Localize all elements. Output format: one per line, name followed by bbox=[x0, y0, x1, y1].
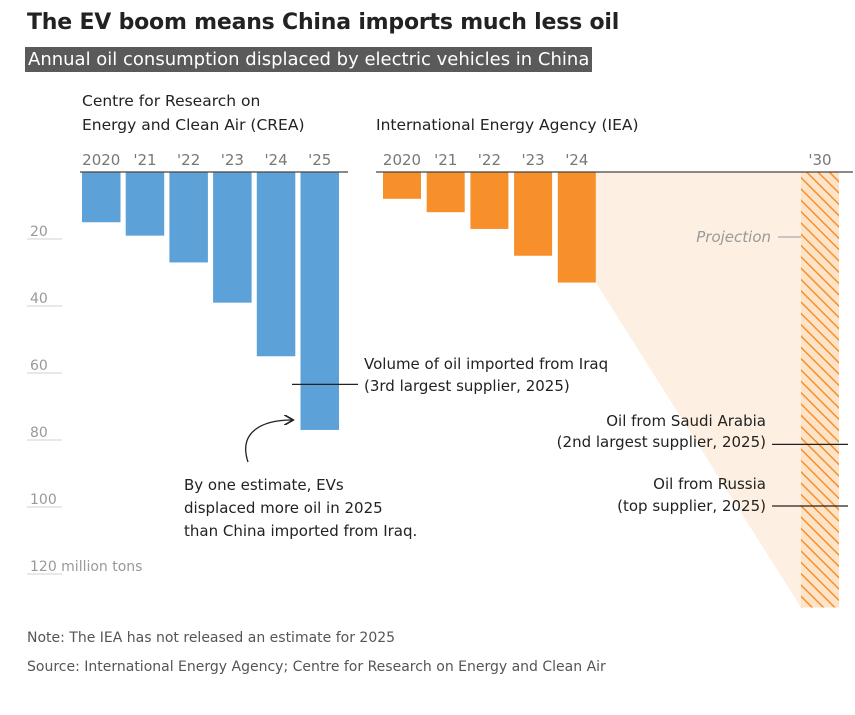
annotation-text: than China imported from Iraq. bbox=[184, 522, 417, 540]
bar bbox=[213, 172, 252, 303]
x-tick-label: '23 bbox=[221, 151, 244, 169]
reference-label: (3rd largest supplier, 2025) bbox=[364, 377, 570, 395]
oil-displacement-chart: 20 40 60 80 100 120 million tons Centre for Re… bbox=[27, 92, 853, 608]
x-tick-label: '22 bbox=[177, 151, 200, 169]
bar bbox=[300, 172, 339, 430]
y-tick-label: 40 bbox=[30, 291, 48, 307]
bar bbox=[383, 172, 421, 199]
y-tick-label: 80 bbox=[30, 425, 48, 441]
x-tick-label: '21 bbox=[133, 151, 156, 169]
annotation-text: displaced more oil in 2025 bbox=[184, 499, 383, 517]
projection-wedge bbox=[595, 172, 801, 608]
bar bbox=[470, 172, 509, 229]
bar bbox=[514, 172, 553, 256]
projection-label: Projection bbox=[696, 228, 771, 246]
series-header: International Energy Agency (IEA) bbox=[376, 116, 639, 134]
y-tick-label: 120 million tons bbox=[30, 559, 142, 575]
bar bbox=[557, 172, 596, 283]
bar bbox=[125, 172, 165, 236]
footnote: Note: The IEA has not released an estima… bbox=[27, 630, 396, 646]
x-tick-label: '21 bbox=[434, 151, 457, 169]
y-tick-label: 100 bbox=[30, 492, 57, 508]
y-tick-label: 20 bbox=[30, 224, 48, 240]
bar bbox=[169, 172, 208, 263]
annotation-arrow bbox=[245, 420, 292, 463]
bar bbox=[82, 172, 121, 223]
bar bbox=[256, 172, 296, 357]
y-tick-label: 60 bbox=[30, 358, 48, 374]
reference-label: (2nd largest supplier, 2025) bbox=[557, 433, 766, 451]
source-line: Source: International Energy Agency; Cen… bbox=[27, 659, 606, 675]
x-tick-label: 2020 bbox=[383, 151, 421, 169]
reference-label: Oil from Russia bbox=[653, 475, 766, 493]
reference-label: Oil from Saudi Arabia bbox=[606, 412, 766, 430]
chart-title: The EV boom means China imports much les… bbox=[27, 10, 620, 35]
x-tick-label: '22 bbox=[478, 151, 501, 169]
chart-subtitle-box: Annual oil consumption displaced by elec… bbox=[25, 47, 593, 72]
series-header: Centre for Research on bbox=[82, 92, 260, 110]
reference-label: (top supplier, 2025) bbox=[617, 497, 766, 515]
chart-subtitle: Annual oil consumption displaced by elec… bbox=[28, 49, 590, 70]
x-tick-label: '24 bbox=[565, 151, 588, 169]
annotation-text: By one estimate, EVs bbox=[184, 476, 344, 494]
projection-bar bbox=[801, 172, 839, 608]
bar bbox=[426, 172, 465, 213]
series-header: Energy and Clean Air (CREA) bbox=[82, 116, 305, 134]
x-tick-label: '23 bbox=[521, 151, 544, 169]
x-tick-label: '25 bbox=[308, 151, 331, 169]
reference-label: Volume of oil imported from Iraq bbox=[364, 355, 608, 373]
x-tick-label: '24 bbox=[264, 151, 287, 169]
x-tick-label: '30 bbox=[808, 151, 831, 169]
x-tick-label: 2020 bbox=[82, 151, 120, 169]
